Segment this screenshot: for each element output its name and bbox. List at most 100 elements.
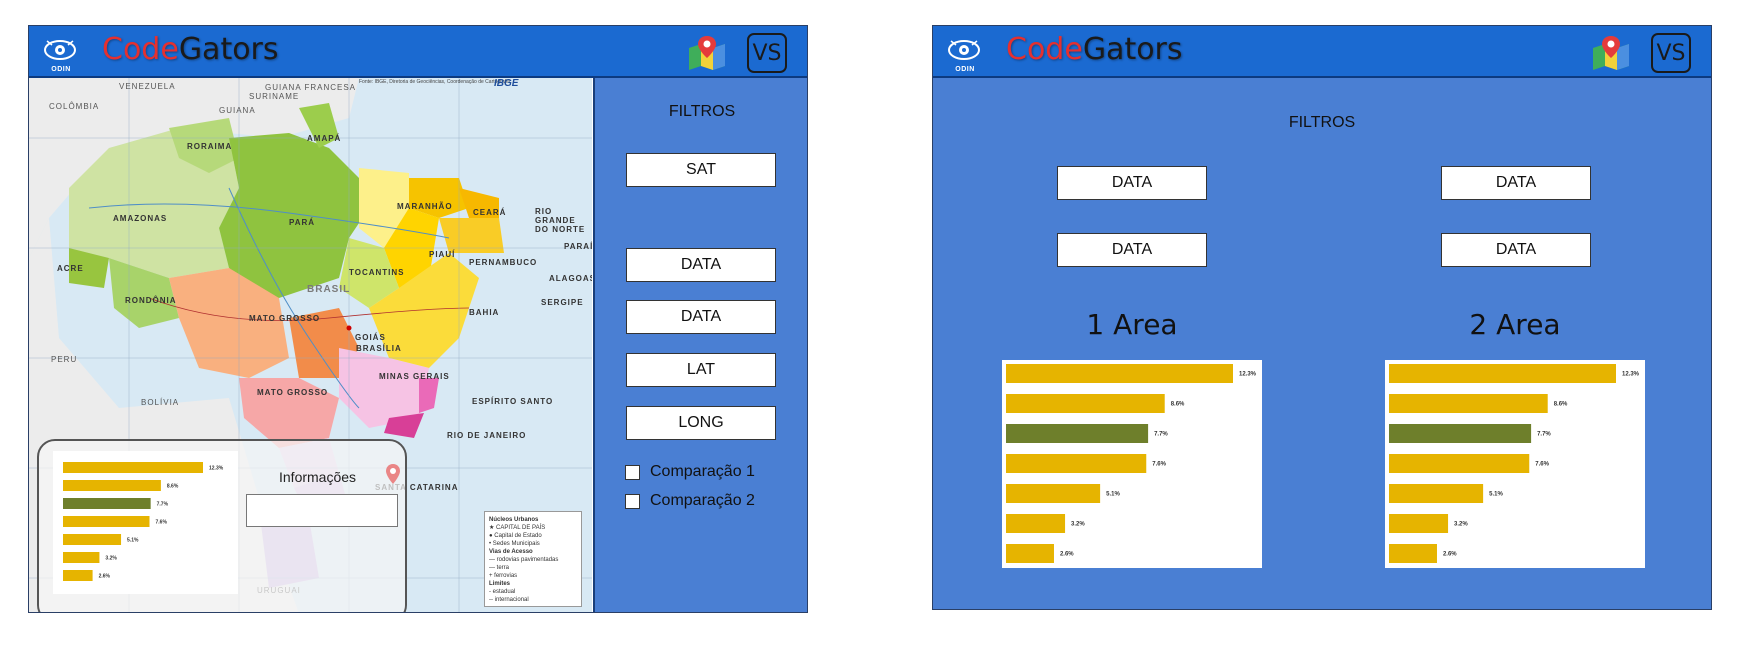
bar-2 xyxy=(1006,424,1149,443)
vs-compare-button[interactable]: VS xyxy=(1651,33,1691,73)
info-input[interactable] xyxy=(246,494,398,527)
map-pin-icon[interactable] xyxy=(1591,34,1631,70)
country-label: COLÔMBIA xyxy=(49,102,100,111)
bar-label-2: 7.7% xyxy=(1537,432,1551,438)
filter-sidebar: FILTROS SAT DATA DATA LAT LONG Comparaçã… xyxy=(593,78,807,612)
country-label-brasil: BRASIL xyxy=(307,284,351,295)
state-label: SERGIPE xyxy=(541,298,584,307)
country-label: PERU xyxy=(51,355,78,364)
info-popup[interactable]: 12.3% 8.6% 7.7% 7.6% 5.1% 3.2% 2.6% Informaçõe… xyxy=(37,439,407,612)
state-label: MARANHÃO xyxy=(397,202,453,211)
legend-item: • Sedes Municipais xyxy=(489,541,540,547)
state-label: ALAGOAS xyxy=(549,274,592,283)
bar-5 xyxy=(63,552,100,563)
ibge-logo: IBGE xyxy=(494,78,519,89)
bar-3 xyxy=(1006,454,1147,473)
comparison-2-checkbox[interactable] xyxy=(625,493,640,509)
odin-eye-icon xyxy=(948,40,980,60)
state-label: PIAUÍ xyxy=(429,250,456,259)
bar-4 xyxy=(1006,484,1101,503)
state-label: RORAIMA xyxy=(187,142,233,151)
brand-code: Code xyxy=(102,32,179,67)
long-filter-button[interactable]: LONG xyxy=(626,406,776,440)
state-label: GOIÁS xyxy=(355,333,386,342)
bar-5 xyxy=(1006,514,1066,533)
legend-heading: Limites xyxy=(489,581,511,587)
legend-item: -- internacional xyxy=(489,597,529,603)
legend-item: ★ CAPITAL DE PAÍS xyxy=(489,525,546,531)
map-pin-icon[interactable] xyxy=(687,34,727,70)
bar-1 xyxy=(1389,394,1548,413)
bar-6 xyxy=(1006,544,1054,563)
odin-eye-icon xyxy=(44,40,76,60)
bar-3 xyxy=(63,516,150,527)
bar-label-5: 3.2% xyxy=(105,556,117,562)
area1-bar-chart: 12.3% 8.6% 7.7% 7.6% 5.1% 3.2% 2.6% xyxy=(1002,360,1262,568)
sat-filter-button[interactable]: SAT xyxy=(626,153,776,187)
state-label: TOCANTINS xyxy=(349,268,405,277)
comparison-2-option[interactable]: Comparação 2 xyxy=(625,492,755,510)
bar-label-0: 12.3% xyxy=(1622,372,1640,378)
state-label: PERNAMBUCO xyxy=(469,258,538,267)
bar-label-6: 2.6% xyxy=(99,574,111,580)
bar-4 xyxy=(63,534,122,545)
brand-gators: Gators xyxy=(178,32,279,67)
location-pin-icon xyxy=(386,464,400,484)
bar-label-1: 8.6% xyxy=(167,484,179,490)
area2-bar-chart: 12.3% 8.6% 7.7% 7.6% 5.1% 3.2% 2.6% xyxy=(1385,360,1645,568)
date-filter-button[interactable]: DATA xyxy=(626,300,776,334)
bar-2 xyxy=(63,498,151,509)
legend-item: + ferrovias xyxy=(489,573,518,579)
state-label: RONDÔNIA xyxy=(125,296,177,305)
bar-label-3: 7.6% xyxy=(1535,462,1549,468)
info-chart-svg: 12.3% 8.6% 7.7% 7.6% 5.1% 3.2% 2.6% xyxy=(63,462,224,581)
bar-0 xyxy=(1389,364,1616,383)
state-label: SANTA CATARINA xyxy=(375,483,459,492)
comparison-1-option[interactable]: Comparação 1 xyxy=(625,463,755,481)
state-label: ACRE xyxy=(57,264,84,273)
area1-chart-svg: 12.3% 8.6% 7.7% 7.6% 5.1% 3.2% 2.6% xyxy=(1006,364,1257,563)
legend-item: — rodovias pavimentadas xyxy=(489,557,559,563)
bar-label-0: 12.3% xyxy=(209,466,224,472)
state-label: RIO GRANDE DO NORTE xyxy=(535,207,586,234)
bar-label-1: 8.6% xyxy=(1554,402,1568,408)
area2-date-start-button[interactable]: DATA xyxy=(1441,166,1591,200)
legend-item: - estadual xyxy=(489,589,516,595)
state-label: MINAS GERAIS xyxy=(379,372,450,381)
state-label: PARAÍBA xyxy=(564,242,592,251)
bar-label-3: 7.6% xyxy=(1152,462,1166,468)
bar-1 xyxy=(1006,394,1165,413)
bar-0 xyxy=(1006,364,1233,383)
comparison-1-label: Comparação 1 xyxy=(650,463,755,480)
vs-compare-button[interactable]: VS xyxy=(747,33,787,73)
map-credit: Fonte: IBGE, Diretoria de Geociências, C… xyxy=(359,79,510,85)
state-label: AMAPÁ xyxy=(307,134,342,143)
country-label: SURINAME xyxy=(249,92,300,101)
bar-label-3: 7.6% xyxy=(156,520,168,526)
area2-title: 2 Area xyxy=(1469,308,1561,341)
comparison-2-label: Comparação 2 xyxy=(650,492,755,509)
state-label: AMAZONAS xyxy=(113,214,168,223)
bar-5 xyxy=(1389,514,1449,533)
bar-label-6: 2.6% xyxy=(1443,552,1457,558)
bar-label-2: 7.7% xyxy=(157,502,169,508)
info-bar-chart: 12.3% 8.6% 7.7% 7.6% 5.1% 3.2% 2.6% xyxy=(53,451,238,594)
comparison-view-panel: ODIN CodeGators VS FILTROS DATA DATA DAT… xyxy=(932,25,1712,610)
area1-date-end-button[interactable]: DATA xyxy=(1057,233,1207,267)
filters-title: FILTROS xyxy=(668,103,736,120)
state-label: BAHIA xyxy=(469,308,500,317)
bar-label-0: 12.3% xyxy=(1239,372,1257,378)
app-header: ODIN CodeGators VS xyxy=(29,26,807,78)
bar-4 xyxy=(1389,484,1484,503)
logo-text: ODIN xyxy=(51,66,71,73)
bar-label-1: 8.6% xyxy=(1171,402,1185,408)
info-title: Informações xyxy=(279,469,357,485)
area1-date-start-button[interactable]: DATA xyxy=(1057,166,1207,200)
bar-label-4: 5.1% xyxy=(1106,492,1120,498)
country-label: VENEZUELA xyxy=(119,82,176,91)
map-legend: Núcleos Urbanos ★ CAPITAL DE PAÍS ● Capi… xyxy=(484,511,582,607)
date-filter-button[interactable]: DATA xyxy=(626,248,776,282)
lat-filter-button[interactable]: LAT xyxy=(626,353,776,387)
area2-date-end-button[interactable]: DATA xyxy=(1441,233,1591,267)
comparison-1-checkbox[interactable] xyxy=(625,464,640,480)
